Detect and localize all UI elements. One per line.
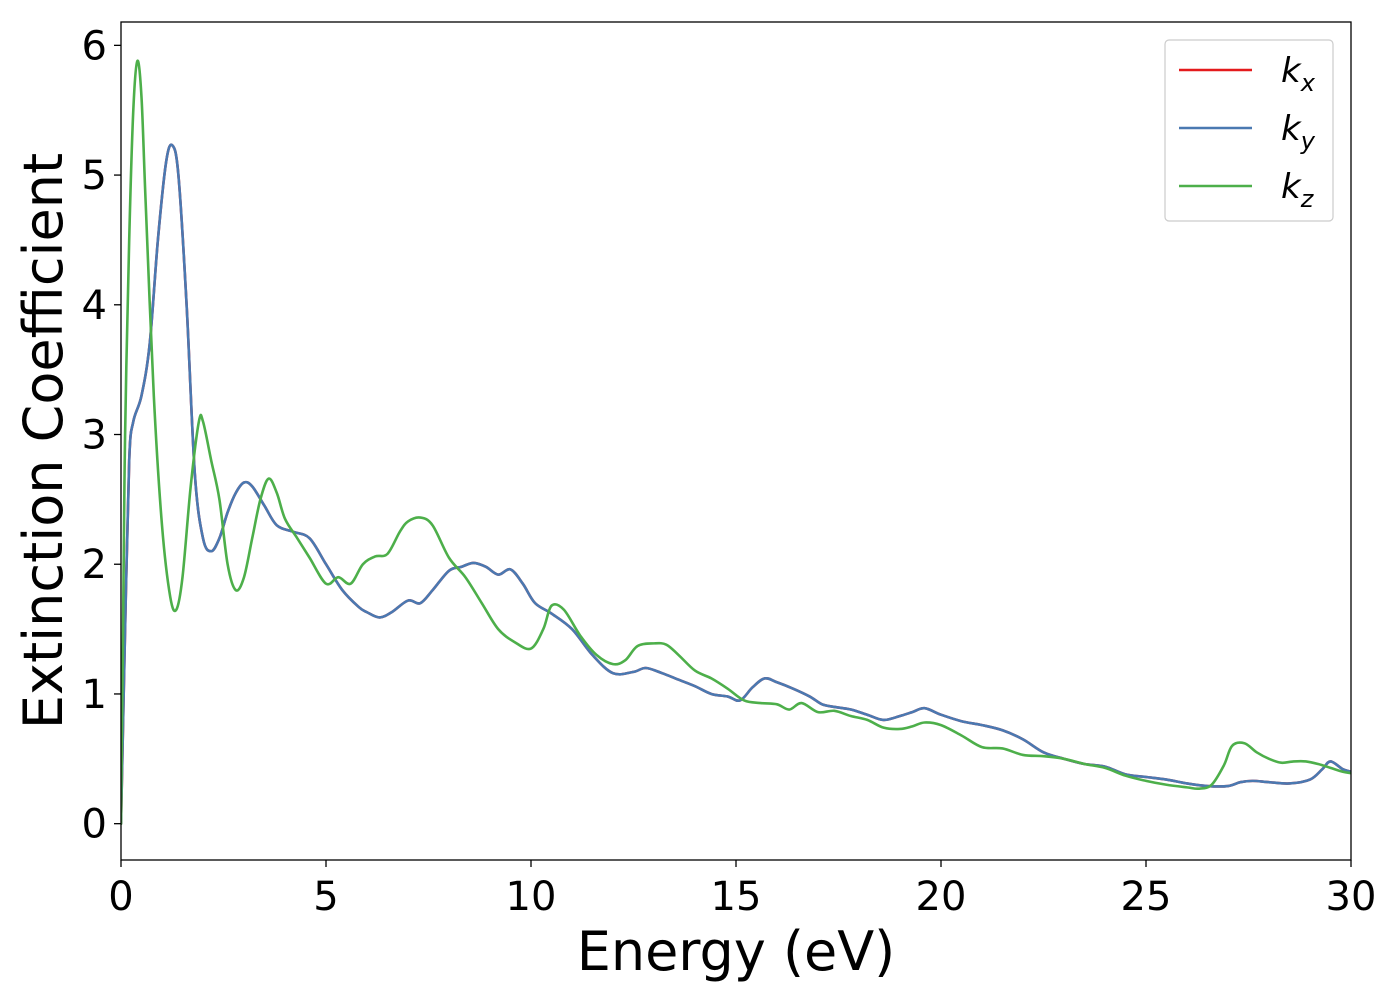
legend-box	[1164, 39, 1334, 222]
y-tick-label: 1	[82, 672, 107, 718]
legend-label-kx: kx	[1281, 51, 1316, 97]
x-tick-label: 0	[108, 874, 133, 920]
legend-label-ky: ky	[1281, 109, 1316, 155]
legend-label-base: k	[1281, 167, 1302, 207]
x-tick-label: 15	[711, 874, 762, 920]
series-line-ky	[121, 143, 1351, 825]
y-tick-label: 4	[82, 283, 107, 329]
y-axis-label: Extinction Coefficient	[12, 153, 75, 729]
y-tick-label: 2	[82, 542, 107, 588]
x-tick-label: 25	[1121, 874, 1172, 920]
x-tick-label: 5	[313, 874, 338, 920]
series-line-kz	[121, 59, 1351, 825]
x-tick-label: 30	[1326, 874, 1377, 920]
legend-label-base: k	[1281, 109, 1302, 149]
x-tick-label: 10	[506, 874, 557, 920]
y-tick-label: 5	[82, 153, 107, 199]
axis-ticks: 0 5 10 15 20 25 30 0 1 2 3 4 5 6	[82, 23, 1377, 920]
legend-label-subscript: y	[1300, 127, 1316, 155]
legend-label-kz: kz	[1281, 167, 1315, 213]
y-tick-label: 6	[82, 23, 107, 69]
legend-label-subscript: x	[1300, 69, 1316, 97]
legend-label-base: k	[1281, 51, 1302, 91]
x-axis-label: Energy (eV)	[577, 920, 896, 983]
y-tick-label: 3	[82, 413, 107, 459]
series-line-kx	[121, 143, 1351, 825]
x-tick-label: 20	[916, 874, 967, 920]
y-tick-label: 0	[82, 802, 107, 848]
series-layer	[121, 59, 1351, 825]
legend-label-subscript: z	[1300, 185, 1315, 213]
